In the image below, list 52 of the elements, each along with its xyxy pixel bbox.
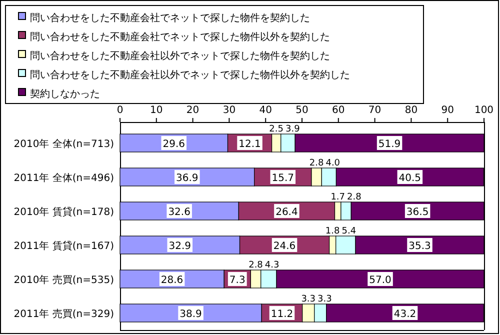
legend-label: 問い合わせをした不動産会社でネットで探した物件を契約した xyxy=(30,12,310,24)
data-label: 1.7 xyxy=(330,192,346,202)
data-label: 2.5 xyxy=(269,124,284,134)
data-label: 32.6 xyxy=(168,207,190,218)
data-label: 4.3 xyxy=(264,260,280,270)
x-tick-label: 90 xyxy=(441,105,454,116)
x-tick-label: 70 xyxy=(368,105,382,116)
y-tick-label: 2010年 賃貸(n=178) xyxy=(14,206,114,218)
data-label: 40.5 xyxy=(398,173,422,184)
y-tick-label: 2011年 賃貸(n=167) xyxy=(14,240,114,252)
data-label: 7.3 xyxy=(229,275,246,286)
data-label: 2.8 xyxy=(309,158,324,168)
legend-label: 問い合わせをした不動産会社でネットで探した物件以外を契約した xyxy=(30,31,330,43)
data-label: 28.6 xyxy=(160,275,184,286)
data-label: 32.9 xyxy=(168,241,192,252)
x-tick-label: 20 xyxy=(186,105,200,116)
x-tick-label: 30 xyxy=(222,105,236,116)
data-label: 43.2 xyxy=(394,309,416,320)
legend-label: 問い合わせをした不動産会社以外でネットで探した物件以外を契約した xyxy=(30,69,350,81)
data-label: 36.5 xyxy=(406,207,429,218)
legend-label: 契約しなかった xyxy=(30,88,100,100)
data-label: 36.9 xyxy=(176,173,198,184)
data-label: 2.8 xyxy=(347,192,362,202)
data-label: 1.8 xyxy=(325,226,340,236)
y-tick-label: 2011年 全体(n=496) xyxy=(14,172,114,184)
data-label: 3.3 xyxy=(318,294,332,304)
data-label: 2.8 xyxy=(248,260,264,270)
data-label: 15.7 xyxy=(272,173,294,184)
data-label: 12.1 xyxy=(238,139,261,150)
data-label: 5.4 xyxy=(342,226,356,236)
data-label: 11.2 xyxy=(270,309,294,320)
legend-label: 問い合わせをした不動産会社以外でネットで探した物件を契約した xyxy=(30,50,330,62)
y-tick-label: 2010年 売買(n=535) xyxy=(14,274,114,286)
y-tick-label: 2010年 全体(n=713) xyxy=(14,138,114,150)
data-label: 38.9 xyxy=(180,309,202,320)
data-label: 29.6 xyxy=(162,139,186,150)
data-label: 35.3 xyxy=(408,241,431,252)
data-label: 3.3 xyxy=(301,294,316,304)
x-tick-label: 60 xyxy=(332,105,345,116)
data-label: 3.9 xyxy=(286,124,300,134)
data-label: 51.9 xyxy=(378,139,401,150)
x-tick-label: 50 xyxy=(296,105,308,116)
x-tick-label: 80 xyxy=(404,105,418,116)
x-tick-label: 0 xyxy=(116,105,124,116)
data-label: 26.4 xyxy=(276,207,298,218)
x-tick-label: 10 xyxy=(150,105,163,116)
y-tick-label: 2011年 売買(n=329) xyxy=(14,308,114,320)
x-tick-label: 40 xyxy=(259,105,272,116)
x-tick-label: 100 xyxy=(474,105,494,116)
data-label: 24.6 xyxy=(273,241,296,252)
data-label: 57.0 xyxy=(369,275,392,286)
data-label: 4.0 xyxy=(326,158,340,168)
